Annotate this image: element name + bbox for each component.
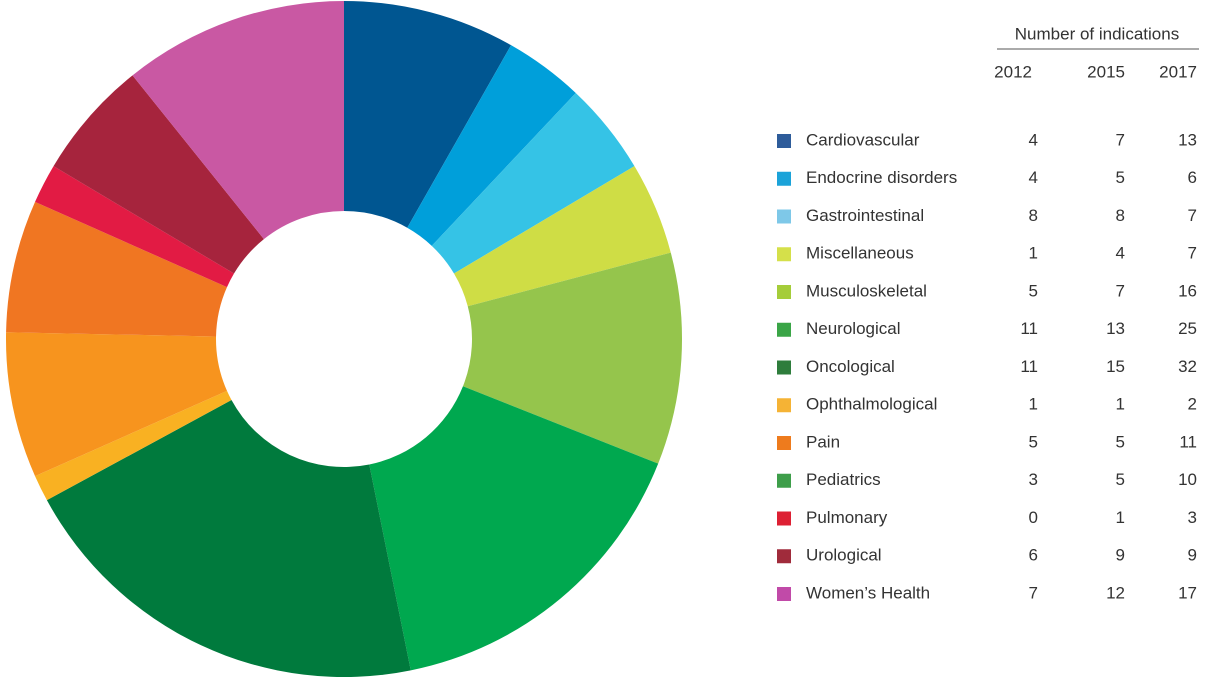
table-value: 1 bbox=[1029, 395, 1038, 414]
table-value: 5 bbox=[1116, 432, 1125, 451]
donut-slice bbox=[462, 252, 682, 464]
column-header: 2012 bbox=[994, 62, 1032, 81]
table-value: 1 bbox=[1116, 395, 1125, 414]
donut-slice bbox=[5, 332, 227, 477]
legend-label: Miscellaneous bbox=[806, 244, 914, 263]
table-value: 3 bbox=[1029, 470, 1038, 489]
table-value: 7 bbox=[1188, 206, 1197, 225]
legend-swatch bbox=[777, 473, 791, 488]
table-value: 5 bbox=[1116, 168, 1125, 187]
legend-swatch bbox=[777, 285, 791, 299]
table-value: 4 bbox=[1029, 130, 1038, 149]
table-value: 4 bbox=[1116, 244, 1125, 263]
legend-swatch bbox=[777, 549, 791, 564]
table-value: 11 bbox=[1020, 319, 1038, 338]
table-value: 8 bbox=[1029, 206, 1038, 225]
table-value: 32 bbox=[1178, 357, 1197, 376]
legend-label: Women’s Health bbox=[806, 583, 930, 602]
legend-swatch bbox=[777, 587, 791, 601]
legend-label: Gastrointestinal bbox=[806, 206, 924, 225]
donut-slice bbox=[6, 201, 227, 337]
table-value: 8 bbox=[1116, 206, 1125, 225]
table-value: 9 bbox=[1116, 546, 1125, 565]
table-value: 3 bbox=[1188, 508, 1197, 527]
donut-slice bbox=[407, 45, 576, 246]
column-header: 2017 bbox=[1159, 62, 1197, 81]
table-value: 7 bbox=[1029, 583, 1038, 602]
table-value: 7 bbox=[1116, 130, 1125, 149]
table-value: 17 bbox=[1178, 583, 1197, 602]
donut-slice bbox=[344, 1, 512, 228]
legend-swatch bbox=[777, 171, 791, 186]
table-value: 11 bbox=[1179, 432, 1197, 451]
table-title: Number of indications bbox=[1015, 24, 1179, 43]
table-value: 16 bbox=[1178, 281, 1197, 300]
table-value: 5 bbox=[1116, 470, 1125, 489]
donut-slice bbox=[53, 75, 264, 274]
legend-label: Musculoskeletal bbox=[806, 281, 927, 300]
legend-swatch bbox=[777, 322, 791, 337]
table-value: 9 bbox=[1188, 546, 1197, 565]
legend-label: Cardiovascular bbox=[806, 130, 920, 149]
table-value: 7 bbox=[1188, 244, 1197, 263]
table-value: 6 bbox=[1029, 546, 1038, 565]
column-header: 2015 bbox=[1087, 62, 1125, 81]
legend-swatch bbox=[777, 134, 791, 148]
table-value: 6 bbox=[1188, 168, 1197, 187]
legend-swatch bbox=[777, 398, 791, 413]
table-value: 12 bbox=[1106, 583, 1125, 602]
table-value: 10 bbox=[1178, 470, 1197, 489]
table-value: 11 bbox=[1020, 357, 1038, 376]
table-value: 7 bbox=[1116, 281, 1125, 300]
table-value: 0 bbox=[1029, 508, 1038, 527]
legend-label: Pulmonary bbox=[806, 508, 888, 527]
legend-swatch bbox=[777, 360, 791, 375]
donut-slice bbox=[453, 166, 671, 307]
donut-slice bbox=[46, 400, 411, 677]
table-value: 1 bbox=[1116, 508, 1125, 527]
legend-label: Oncological bbox=[806, 357, 895, 376]
table-value: 2 bbox=[1188, 395, 1197, 414]
donut-slice bbox=[369, 386, 659, 671]
table-value: 4 bbox=[1029, 168, 1038, 187]
legend-label: Pediatrics bbox=[806, 470, 881, 489]
legend-swatch bbox=[777, 209, 791, 224]
table-value: 1 bbox=[1029, 244, 1038, 263]
legend-swatch bbox=[777, 247, 791, 262]
table-value: 25 bbox=[1178, 319, 1197, 338]
table-value: 13 bbox=[1106, 319, 1125, 338]
legend-label: Urological bbox=[806, 546, 882, 565]
legend-label: Neurological bbox=[806, 319, 901, 338]
table-value: 5 bbox=[1029, 281, 1038, 300]
donut-slice bbox=[35, 390, 232, 501]
legend-label: Endocrine disorders bbox=[806, 168, 957, 187]
donut-slice bbox=[431, 92, 635, 274]
donut-slice bbox=[132, 1, 344, 240]
table-value: 15 bbox=[1106, 357, 1125, 376]
legend-label: Ophthalmological bbox=[806, 395, 937, 414]
legend-swatch bbox=[777, 511, 791, 526]
legend-label: Pain bbox=[806, 432, 840, 451]
legend-swatch bbox=[777, 436, 791, 450]
table-value: 13 bbox=[1178, 130, 1197, 149]
donut-slice bbox=[35, 166, 235, 288]
table-value: 5 bbox=[1029, 432, 1038, 451]
